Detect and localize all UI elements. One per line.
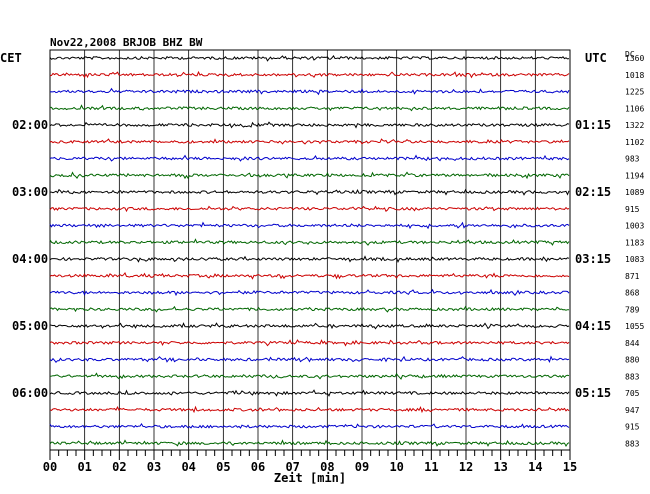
dc-offset-row-8: 1194 <box>625 171 644 180</box>
right-time-label: 05:15 <box>575 386 611 400</box>
trace-row-15 <box>49 288 570 297</box>
trace-row-3 <box>49 87 570 96</box>
trace-row-6 <box>49 138 570 145</box>
trace-row-5 <box>49 121 570 129</box>
dc-offset-row-20: 883 <box>625 372 640 381</box>
dc-offset-row-13: 1083 <box>625 255 644 264</box>
trace-row-9 <box>50 188 570 196</box>
x-axis-label: Zeit [min] <box>274 471 346 485</box>
left-time-label: 02:00 <box>12 118 48 132</box>
right-time-label: 01:15 <box>575 118 611 132</box>
dc-offset-row-9: 1089 <box>625 188 644 197</box>
x-tick-label: 09 <box>355 460 369 474</box>
trace-row-22 <box>49 405 570 414</box>
x-tick-label: 00 <box>43 460 57 474</box>
trace-row-10 <box>49 205 570 213</box>
dc-offset-row-24: 883 <box>625 439 640 448</box>
right-time-label: 04:15 <box>575 319 611 333</box>
trace-row-4 <box>50 104 570 112</box>
chart-title: Nov22,2008 BRJOB BHZ BW <box>50 36 203 49</box>
trace-row-14 <box>49 272 570 280</box>
dc-offset-row-16: 789 <box>625 305 640 314</box>
dc-offset-row-18: 844 <box>625 339 640 348</box>
trace-row-13 <box>49 255 570 264</box>
traces-group <box>49 55 570 447</box>
right-timezone-label: UTC <box>585 51 607 65</box>
x-tick-label: 06 <box>251 460 265 474</box>
trace-row-16 <box>49 305 569 313</box>
trace-row-24 <box>49 439 570 447</box>
dc-offset-row-14: 871 <box>625 272 640 281</box>
dc-offset-row-19: 880 <box>625 356 640 365</box>
dc-offset-row-6: 1102 <box>625 138 644 147</box>
dc-offset-row-22: 947 <box>625 406 640 415</box>
x-tick-label: 11 <box>424 460 438 474</box>
right-time-label: 03:15 <box>575 252 611 266</box>
x-tick-label: 04 <box>181 460 195 474</box>
dc-offset-row-23: 915 <box>625 423 640 432</box>
trace-row-19 <box>49 355 570 364</box>
x-tick-label: 15 <box>563 460 577 474</box>
dc-offset-row-15: 868 <box>625 289 640 298</box>
trace-row-18 <box>49 339 570 347</box>
trace-row-7 <box>49 154 570 162</box>
x-tick-label: 13 <box>493 460 507 474</box>
dc-offset-row-12: 1183 <box>625 238 644 247</box>
plot-frame <box>49 49 571 451</box>
dc-offset-row-10: 915 <box>625 205 640 214</box>
x-tick-label: 07 <box>285 460 299 474</box>
row-labels-group: 1360 1018 1225 1106 1322 1102 983 1194 1089 915 10… <box>12 54 644 448</box>
x-tick-label: 03 <box>147 460 161 474</box>
dc-offset-row-2: 1018 <box>625 71 644 80</box>
x-tick-label: 01 <box>77 460 91 474</box>
left-time-label: 05:00 <box>12 319 48 333</box>
dc-offset-row-21: 705 <box>625 389 640 398</box>
left-timezone-label: CET <box>0 51 22 65</box>
dc-offset-header: DC <box>625 50 635 59</box>
dc-offset-row-11: 1003 <box>625 222 644 231</box>
dc-offset-row-17: 1055 <box>625 322 644 331</box>
trace-row-20 <box>49 372 570 380</box>
dc-offset-row-3: 1225 <box>625 88 644 97</box>
dc-offset-row-7: 983 <box>625 155 640 164</box>
trace-row-12 <box>49 238 570 246</box>
x-tick-label: 10 <box>389 460 403 474</box>
left-time-label: 06:00 <box>12 386 48 400</box>
left-time-label: 03:00 <box>12 185 48 199</box>
trace-row-8 <box>49 171 570 180</box>
trace-row-1 <box>49 55 570 62</box>
right-time-label: 02:15 <box>575 185 611 199</box>
x-axis: 00 01 02 03 04 05 06 07 08 09 10 11 12 13 14 15 <box>43 449 577 474</box>
trace-row-23 <box>49 422 570 429</box>
trace-row-11 <box>49 221 570 230</box>
x-tick-label: 12 <box>459 460 473 474</box>
dc-offset-row-1: 1360 <box>625 54 644 63</box>
dc-offset-row-5: 1322 <box>625 121 644 130</box>
minute-grid <box>84 50 536 450</box>
left-time-label: 04:00 <box>12 252 48 266</box>
x-tick-label: 08 <box>320 460 334 474</box>
trace-row-17 <box>49 322 570 330</box>
x-tick-label: 14 <box>528 460 542 474</box>
trace-row-21 <box>49 389 570 397</box>
x-tick-label: 05 <box>216 460 230 474</box>
trace-row-2 <box>49 70 570 79</box>
dc-offset-row-4: 1106 <box>625 104 644 113</box>
x-tick-label: 02 <box>112 460 126 474</box>
